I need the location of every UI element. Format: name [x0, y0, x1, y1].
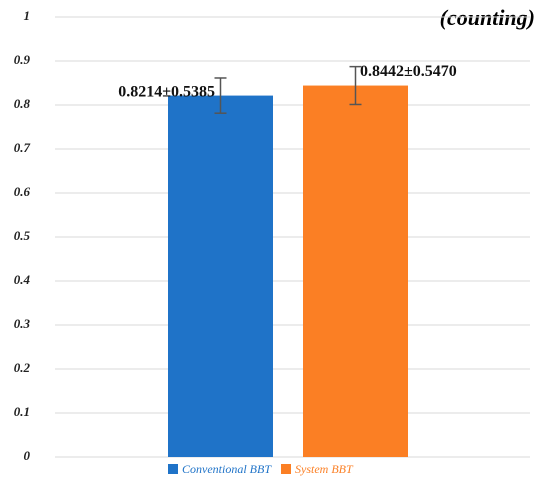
y-tick-label: 1: [24, 8, 31, 23]
y-tick-label: 0.8: [14, 96, 31, 111]
legend-label: Conventional BBT: [182, 462, 272, 476]
y-tick-label: 0.7: [14, 140, 31, 155]
y-tick-label: 0.4: [14, 272, 31, 287]
bar: [303, 85, 408, 457]
y-tick-label: 0.6: [14, 184, 31, 199]
y-tick-label: 0.9: [14, 52, 31, 67]
y-tick-label: 0.1: [14, 404, 30, 419]
annotation: (counting): [440, 5, 535, 30]
y-tick-label: 0.2: [14, 360, 31, 375]
bar: [168, 95, 273, 458]
legend-swatch: [168, 464, 178, 474]
value-label: 0.8442±0.5470: [360, 63, 457, 80]
y-tick-label: 0.3: [14, 316, 31, 331]
legend-label: System BBT: [295, 462, 354, 476]
legend-swatch: [281, 464, 291, 474]
y-tick-label: 0.5: [14, 228, 31, 243]
value-label: 0.8214±0.5385: [118, 83, 215, 100]
y-tick-label: 0: [24, 448, 31, 463]
